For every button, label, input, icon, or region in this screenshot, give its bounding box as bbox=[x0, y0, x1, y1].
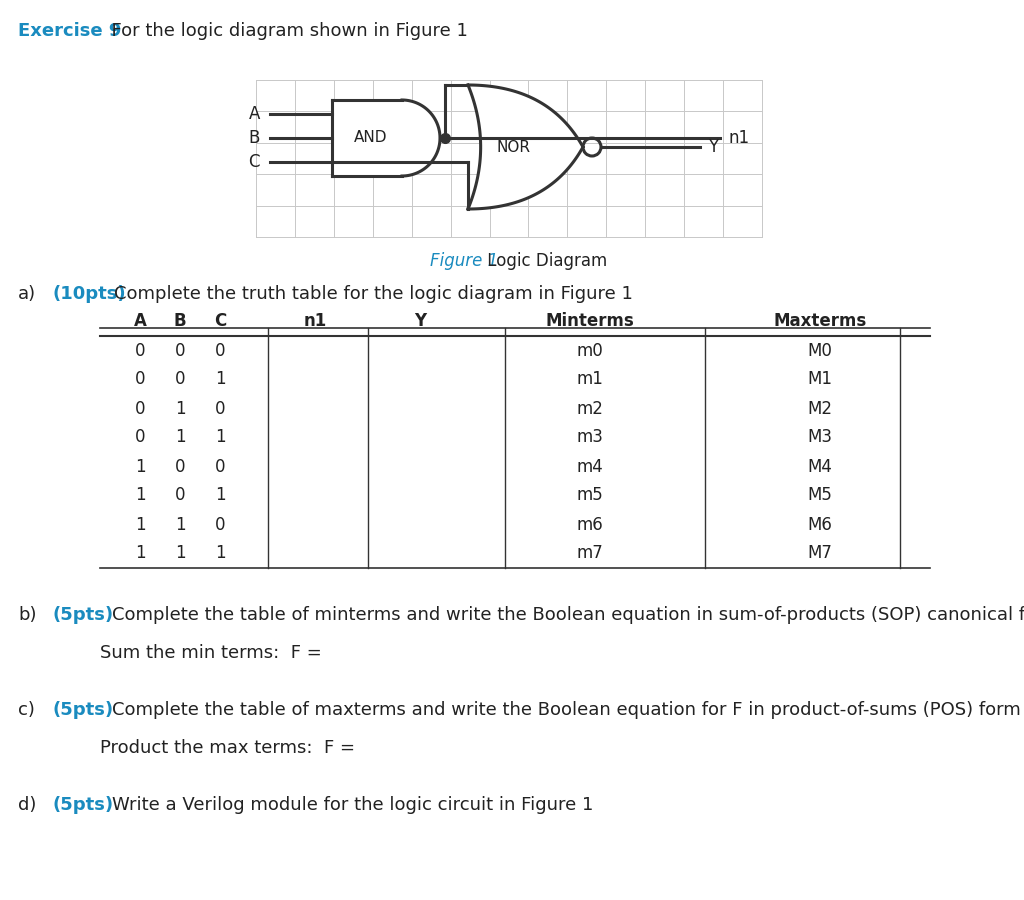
Text: m0: m0 bbox=[577, 341, 603, 359]
Text: M6: M6 bbox=[808, 516, 833, 534]
Text: Complete the table of maxterms and write the Boolean equation for F in product-o: Complete the table of maxterms and write… bbox=[112, 701, 1021, 719]
Text: m3: m3 bbox=[577, 428, 603, 446]
Text: d): d) bbox=[18, 796, 37, 814]
Text: 0: 0 bbox=[215, 516, 225, 534]
Text: A: A bbox=[249, 104, 260, 122]
Text: M0: M0 bbox=[808, 341, 833, 359]
Text: M3: M3 bbox=[808, 428, 833, 446]
Text: (5pts): (5pts) bbox=[52, 796, 113, 814]
Text: M7: M7 bbox=[808, 544, 833, 562]
Text: C: C bbox=[249, 153, 260, 171]
Text: 0: 0 bbox=[215, 341, 225, 359]
Bar bbox=[332, 100, 402, 176]
Text: 1: 1 bbox=[135, 516, 145, 534]
Text: 1: 1 bbox=[215, 487, 225, 505]
Text: Figure 1: Figure 1 bbox=[430, 252, 499, 270]
Text: NOR: NOR bbox=[496, 140, 530, 155]
Text: M1: M1 bbox=[808, 371, 833, 389]
Polygon shape bbox=[468, 85, 583, 209]
Text: 0: 0 bbox=[175, 487, 185, 505]
Text: m5: m5 bbox=[577, 487, 603, 505]
Text: n1: n1 bbox=[303, 312, 327, 330]
Text: Complete the truth table for the logic diagram in Figure 1: Complete the truth table for the logic d… bbox=[114, 285, 633, 303]
Text: 0: 0 bbox=[135, 341, 145, 359]
Text: Complete the table of minterms and write the Boolean equation in sum-of-products: Complete the table of minterms and write… bbox=[112, 606, 1024, 624]
Text: (10pts): (10pts) bbox=[52, 285, 126, 303]
Text: Maxterms: Maxterms bbox=[773, 312, 866, 330]
Text: Y: Y bbox=[414, 312, 426, 330]
Text: Product the max terms:  F =: Product the max terms: F = bbox=[100, 739, 355, 757]
Text: b): b) bbox=[18, 606, 37, 624]
Text: B: B bbox=[174, 312, 186, 330]
Text: 1: 1 bbox=[175, 516, 185, 534]
Text: M5: M5 bbox=[808, 487, 833, 505]
Text: (5pts): (5pts) bbox=[52, 606, 113, 624]
Text: 0: 0 bbox=[175, 371, 185, 389]
Text: m1: m1 bbox=[577, 371, 603, 389]
Text: m6: m6 bbox=[577, 516, 603, 534]
Text: Logic Diagram: Logic Diagram bbox=[482, 252, 607, 270]
Text: a): a) bbox=[18, 285, 36, 303]
Text: C: C bbox=[214, 312, 226, 330]
Text: 1: 1 bbox=[215, 371, 225, 389]
Text: 0: 0 bbox=[175, 457, 185, 475]
Text: m7: m7 bbox=[577, 544, 603, 562]
Text: 0: 0 bbox=[215, 400, 225, 418]
Text: 1: 1 bbox=[175, 428, 185, 446]
Text: 1: 1 bbox=[135, 544, 145, 562]
Text: c): c) bbox=[18, 701, 35, 719]
Text: AND: AND bbox=[354, 130, 387, 146]
Text: 1: 1 bbox=[215, 428, 225, 446]
Polygon shape bbox=[332, 100, 440, 176]
Text: For the logic diagram shown in Figure 1: For the logic diagram shown in Figure 1 bbox=[100, 22, 468, 40]
Text: 1: 1 bbox=[135, 457, 145, 475]
Text: n1: n1 bbox=[728, 129, 750, 147]
Text: Exercise 9: Exercise 9 bbox=[18, 22, 122, 40]
Text: A: A bbox=[133, 312, 146, 330]
Text: 0: 0 bbox=[135, 428, 145, 446]
Text: Sum the min terms:  F =: Sum the min terms: F = bbox=[100, 644, 322, 662]
Text: Y: Y bbox=[708, 138, 718, 156]
Text: 1: 1 bbox=[175, 400, 185, 418]
Text: 1: 1 bbox=[215, 544, 225, 562]
Text: 0: 0 bbox=[135, 400, 145, 418]
Text: B: B bbox=[249, 129, 260, 147]
Text: 1: 1 bbox=[135, 487, 145, 505]
Text: 0: 0 bbox=[175, 341, 185, 359]
Text: Minterms: Minterms bbox=[546, 312, 635, 330]
Text: 0: 0 bbox=[135, 371, 145, 389]
Text: (5pts): (5pts) bbox=[52, 701, 113, 719]
Text: m2: m2 bbox=[577, 400, 603, 418]
Text: M4: M4 bbox=[808, 457, 833, 475]
Text: Write a Verilog module for the logic circuit in Figure 1: Write a Verilog module for the logic cir… bbox=[112, 796, 593, 814]
Text: 0: 0 bbox=[215, 457, 225, 475]
Text: M2: M2 bbox=[808, 400, 833, 418]
Text: 1: 1 bbox=[175, 544, 185, 562]
Text: m4: m4 bbox=[577, 457, 603, 475]
